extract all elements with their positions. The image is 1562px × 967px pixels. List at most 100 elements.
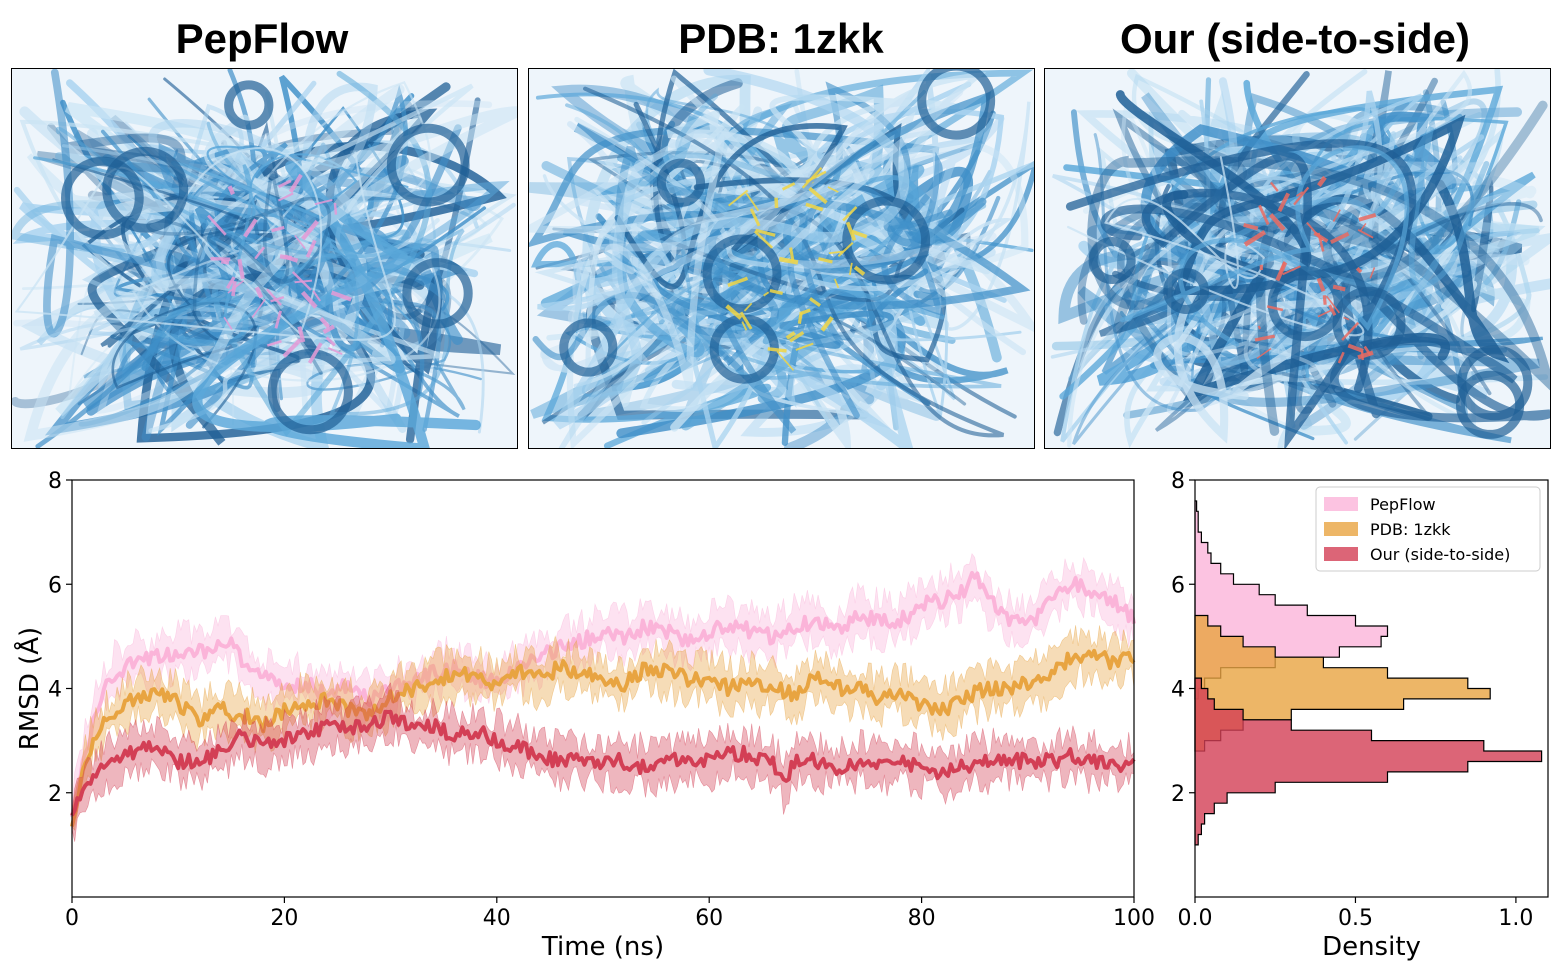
backbone-ribbon bbox=[23, 84, 517, 442]
peptide-stick bbox=[797, 312, 803, 324]
y-tick-label: 2 bbox=[1171, 782, 1185, 807]
peptide-stick bbox=[776, 350, 795, 371]
peptide-stick bbox=[1257, 325, 1261, 330]
peptide-stick bbox=[805, 202, 824, 212]
peptide-stick bbox=[1243, 223, 1259, 231]
peptide-stick bbox=[785, 331, 796, 340]
peptide-stick bbox=[277, 179, 292, 189]
peptide-stick bbox=[781, 182, 796, 191]
legend-swatch bbox=[1324, 522, 1358, 536]
y-tick-label: 4 bbox=[1171, 678, 1185, 703]
peptide-stick bbox=[853, 265, 866, 276]
x-axis-label: Density bbox=[1322, 932, 1421, 962]
panel-title-ours: Our (side-to-side) bbox=[1119, 15, 1470, 62]
peptide-stick bbox=[254, 246, 266, 260]
peptide-stick bbox=[1313, 231, 1329, 243]
peptide-stick bbox=[227, 280, 245, 294]
peptide-stick bbox=[207, 214, 227, 236]
peptide-stick bbox=[325, 336, 336, 347]
structure-render-ours bbox=[1044, 68, 1551, 449]
peptide-stick bbox=[833, 278, 840, 289]
peptide-stick bbox=[305, 239, 317, 258]
y-tick-label: 6 bbox=[1171, 573, 1185, 598]
peptide-stick bbox=[755, 228, 776, 237]
peptide-stick bbox=[282, 338, 302, 358]
backbone-ribbon bbox=[1065, 139, 1417, 448]
rmsd-line-chart: 0 20 40 60 80 100 2 4 6 8 Time (ns) RMSD (Å) bbox=[13, 469, 1155, 962]
x-axis-label: Time (ns) bbox=[541, 932, 664, 962]
peptide-stick bbox=[1332, 209, 1341, 222]
helix-coil bbox=[386, 123, 470, 207]
peptide-stick bbox=[809, 297, 822, 307]
peptide-stick bbox=[1268, 213, 1286, 232]
peptide-stick bbox=[210, 257, 231, 261]
peptide-stick bbox=[842, 206, 858, 222]
peptide-stick bbox=[739, 311, 753, 330]
peptide-stick bbox=[727, 276, 749, 288]
x-tick-label: 40 bbox=[483, 906, 511, 931]
peptide-stick bbox=[789, 331, 805, 343]
peptide-stick bbox=[1256, 348, 1272, 360]
peptide-stick bbox=[851, 229, 868, 239]
legend-box bbox=[1315, 486, 1541, 572]
backbone-ribbon bbox=[1119, 145, 1410, 347]
peptide-stick bbox=[277, 192, 294, 202]
x-tick-label: 1.0 bbox=[1498, 906, 1533, 931]
legend-swatch bbox=[1324, 547, 1358, 561]
peptide-stick bbox=[749, 208, 761, 227]
helix-coil bbox=[656, 158, 706, 207]
peptide-stick bbox=[1275, 261, 1288, 282]
peptide-stick bbox=[266, 340, 282, 347]
peptide-stick bbox=[333, 202, 338, 215]
helix-coil bbox=[917, 69, 996, 140]
backbone-ribbon bbox=[146, 170, 332, 375]
peptide-stick bbox=[1266, 305, 1284, 312]
rmsd-line-1 bbox=[70, 648, 1136, 827]
peptide-stick bbox=[1355, 266, 1363, 274]
peptide-stick bbox=[837, 241, 854, 257]
backbone-ribbon bbox=[148, 82, 407, 433]
helix-coil bbox=[1455, 370, 1525, 439]
peptide-stick bbox=[1243, 230, 1267, 247]
peptide-stick bbox=[1330, 231, 1350, 245]
peptide-stick bbox=[227, 185, 235, 196]
y-tick-label: 2 bbox=[48, 782, 62, 807]
peptide-stick bbox=[300, 290, 318, 309]
y-tick-label: 4 bbox=[48, 678, 62, 703]
peptide-stick bbox=[327, 347, 343, 356]
peptide-stick bbox=[1369, 267, 1376, 279]
helix-coil bbox=[1267, 266, 1343, 342]
histogram-2 bbox=[1194, 677, 1543, 846]
peptide-stick bbox=[294, 234, 306, 250]
peptide-stick bbox=[1254, 334, 1276, 342]
peptide-stick bbox=[330, 290, 352, 302]
helix-coil bbox=[842, 196, 931, 285]
rmsd-density-histogram: 0.0 0.5 1.0 2 4 6 8 Density PepFlow PDB: 1zkk Our … bbox=[1171, 469, 1549, 962]
backbone-ribbon bbox=[567, 86, 997, 341]
peptide-stick bbox=[274, 310, 282, 329]
peptide-stick bbox=[312, 290, 321, 302]
x-tick-label: 80 bbox=[908, 906, 936, 931]
backbone-ribbon bbox=[192, 161, 481, 448]
peptide-stick bbox=[1360, 223, 1367, 232]
peptide-stick bbox=[845, 221, 857, 241]
x-tick-label: 20 bbox=[270, 906, 298, 931]
peptide-stick bbox=[291, 271, 312, 291]
peptide-stick bbox=[1341, 321, 1360, 341]
peptide-stick bbox=[251, 298, 266, 318]
peptide-stick bbox=[1269, 181, 1279, 192]
peptide-stick bbox=[1282, 265, 1301, 276]
y-tick-label: 8 bbox=[1171, 469, 1185, 494]
peptide-stick bbox=[223, 316, 233, 330]
panel-title-pdb: PDB: 1zkk bbox=[678, 15, 884, 62]
peptide-stick bbox=[1358, 213, 1377, 222]
peptide-stick bbox=[266, 288, 282, 306]
peptide-stick bbox=[270, 296, 285, 303]
helix-coil bbox=[559, 318, 618, 377]
peptide-stick bbox=[322, 324, 335, 334]
peptide-stick bbox=[1258, 204, 1270, 226]
helix-coil bbox=[1163, 268, 1210, 314]
peptide-stick bbox=[1325, 295, 1340, 314]
peptide-stick bbox=[820, 316, 834, 332]
